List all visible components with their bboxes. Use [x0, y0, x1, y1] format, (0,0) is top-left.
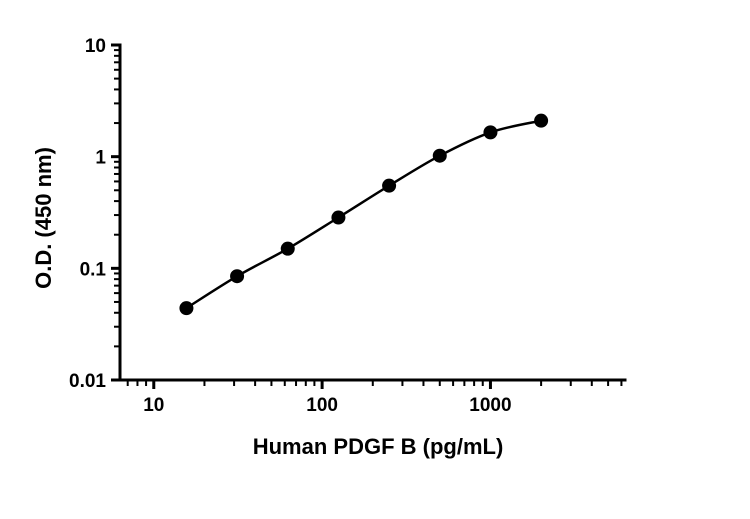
y-tick-label: 0.01 [69, 371, 106, 392]
y-tick-label: 1 [95, 148, 106, 169]
x-axis-title: Human PDGF B (pg/mL) [252, 434, 504, 459]
y-axis-title: O.D. (450 nm) [31, 147, 56, 289]
data-point [483, 125, 498, 140]
data-point [382, 178, 397, 193]
y-tick-label: 0.1 [80, 259, 107, 280]
data-point [432, 148, 447, 163]
data-point [179, 301, 194, 316]
data-point [534, 113, 549, 128]
data-point [280, 241, 295, 256]
x-tick-label: 1000 [469, 395, 511, 416]
x-tick-label: 10 [143, 395, 164, 416]
data-point [230, 269, 245, 284]
x-tick-label: 100 [306, 395, 338, 416]
y-tick-label: 10 [85, 36, 106, 57]
data-point [331, 210, 346, 225]
